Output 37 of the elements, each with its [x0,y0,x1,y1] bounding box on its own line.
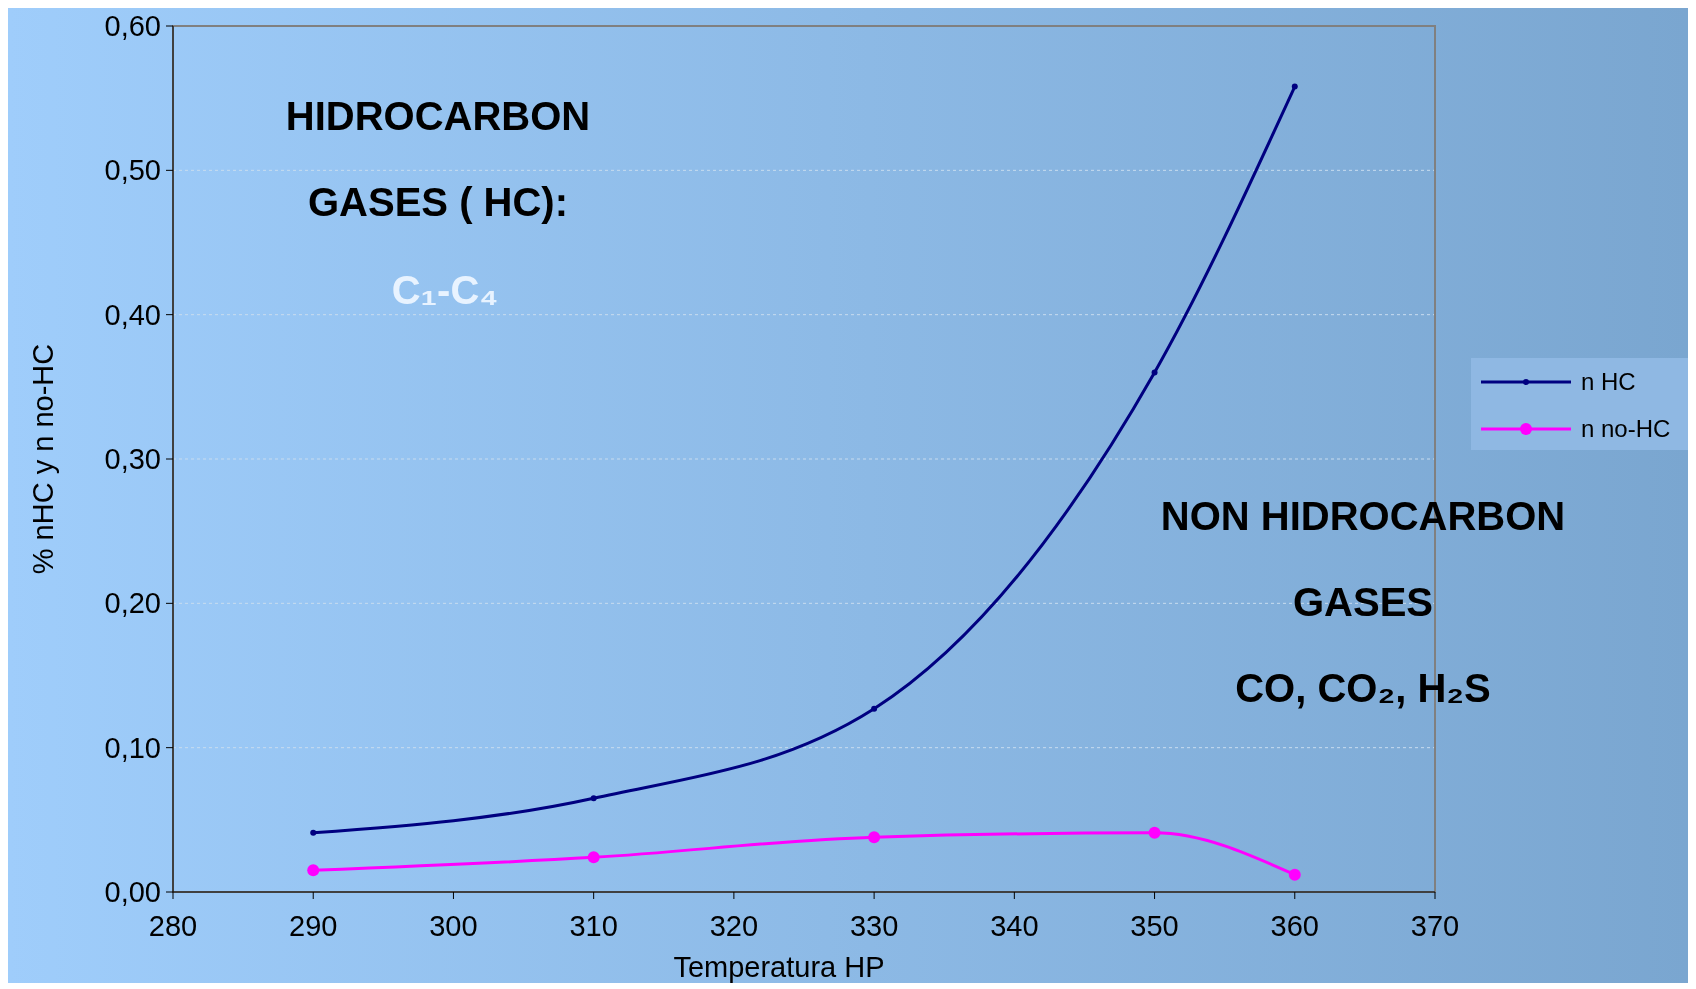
annotation: GASES [1292,580,1434,624]
x-tick-label: 310 [569,910,618,942]
annotation: HIDROCARBON [285,94,591,138]
x-tick-label: 350 [1130,910,1179,942]
annotation: NON HIDROCARBON [1160,494,1566,538]
annotation: C₁-C₄ [391,268,499,312]
y-tick-label: 0,30 [104,443,161,476]
y-tick-label: 0,00 [104,876,161,909]
x-tick-label: 320 [709,910,759,942]
y-tick-label: 0,10 [104,731,161,764]
x-tick-label: 290 [289,910,338,942]
annotation: GASES ( HC): [308,180,568,224]
point [1291,83,1298,90]
x-tick-label: 370 [1410,910,1460,942]
y-axis-title: % nHC y n no-HC [27,343,59,575]
y-tick-label: 0,50 [104,154,161,187]
point [1151,369,1158,376]
y-tick-label: 0,40 [104,298,161,331]
legend-label: n no-HC [1581,415,1671,443]
point [307,864,320,877]
x-tick-label: 360 [1270,910,1319,942]
point [871,705,878,712]
point [1148,826,1161,839]
point [587,851,600,864]
x-tick-label: 300 [429,910,478,942]
y-tick-label: 0,60 [104,10,161,43]
point [310,829,317,836]
point [868,831,881,844]
x-tick-label: 280 [148,910,198,942]
point [590,795,597,802]
point [1288,868,1301,881]
y-tick-label: 0,20 [104,587,161,620]
x-tick-label: 340 [990,910,1039,942]
annotation: CO, CO₂, H₂S [1235,666,1491,710]
legend-label: n HC [1581,368,1636,396]
x-tick-label: 330 [849,910,899,942]
x-axis-title: Temperatura HP [673,951,885,983]
